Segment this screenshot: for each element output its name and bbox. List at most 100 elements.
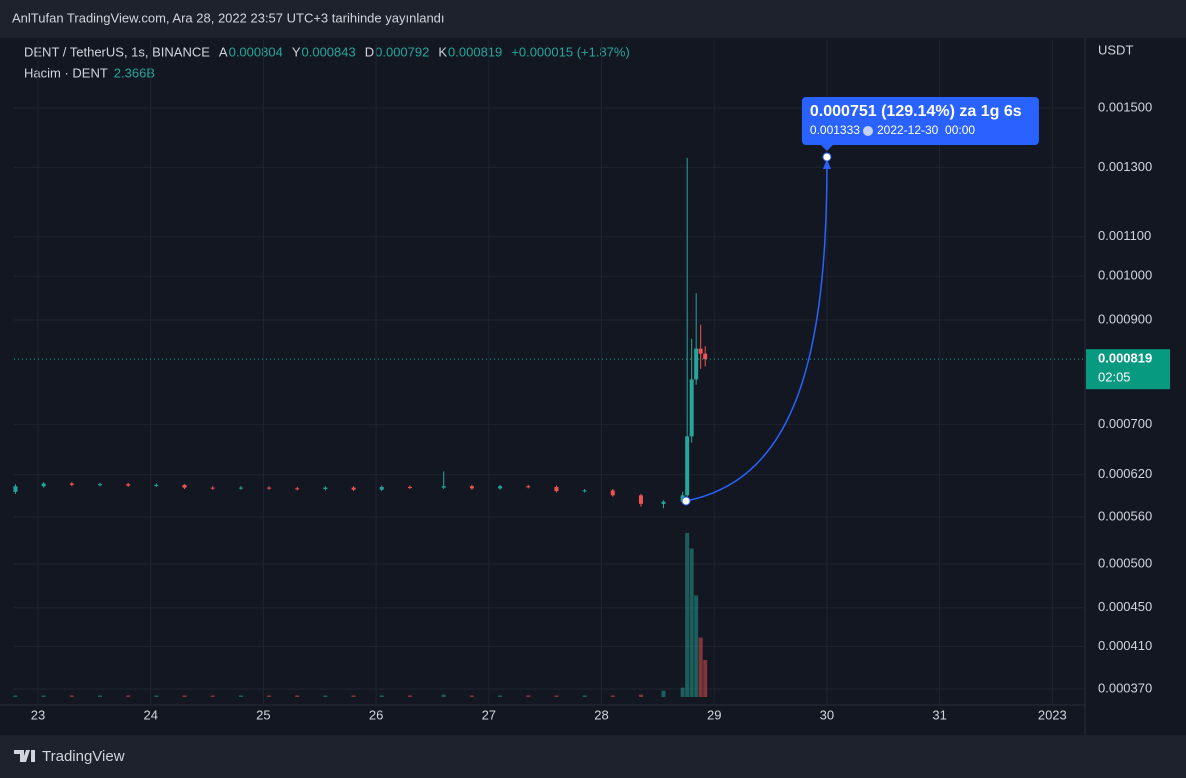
legend: DENT / TetherUS, 1s, BINANCE A 0.000804 Y 0.… <box>24 44 630 80</box>
y-tick-label: 0.000700 <box>1098 416 1152 431</box>
clock-icon <box>862 125 873 136</box>
x-tick-label: 30 <box>820 707 834 722</box>
candle-body <box>323 487 328 490</box>
y-tick-label: 0.001000 <box>1098 268 1152 283</box>
volume-bar <box>210 695 215 697</box>
candle-body <box>498 486 503 489</box>
legend-item: Y <box>292 44 301 59</box>
volume-bar <box>407 695 412 697</box>
candle-body <box>694 348 699 380</box>
grid <box>14 40 1085 705</box>
y-tick-label: 0.000410 <box>1098 638 1152 653</box>
axes: 0.001500 0.001300 0.001100 0.001000 0.000900… <box>31 99 1170 722</box>
candle-body <box>610 490 615 496</box>
volume-bar <box>379 695 384 697</box>
brand: TradingView <box>42 748 125 765</box>
projection-price: 0.001333 <box>810 123 860 137</box>
volume-bar <box>267 695 272 697</box>
volume-bar <box>238 695 243 697</box>
last-price-box <box>1086 349 1170 390</box>
candle-body <box>210 487 215 489</box>
x-tick-label: 2023 <box>1038 707 1067 722</box>
legend-item: D <box>365 44 374 59</box>
candle-body <box>69 483 74 485</box>
x-tick-label: 28 <box>594 707 608 722</box>
candle-body <box>182 484 187 488</box>
volume-bar <box>126 695 131 697</box>
projection-date: 2022-12-30 00:00 <box>877 123 975 137</box>
candle-body <box>126 484 131 486</box>
legend-item: 0.000819 <box>448 44 502 59</box>
volume-bar <box>661 690 666 697</box>
volume-label: Hacim · DENT <box>24 65 108 80</box>
y-tick-label: 0.001100 <box>1098 228 1151 243</box>
candle-body <box>469 486 474 489</box>
candle-body <box>13 486 18 492</box>
candle-body <box>698 348 703 354</box>
volume-bar <box>680 687 685 697</box>
candle-body <box>97 484 102 486</box>
legend-item: +0.000015 (+1.87%) <box>511 44 630 59</box>
y-tick-label: 0.000900 <box>1098 311 1152 326</box>
volume-bar <box>13 695 18 697</box>
legend-item: 0.000843 <box>302 44 356 59</box>
volume-bar <box>526 695 531 697</box>
candle-body <box>154 484 159 486</box>
candle-body <box>638 495 643 504</box>
x-tick-label: 25 <box>256 707 270 722</box>
logo: TradingView <box>14 748 125 765</box>
x-tick-label: 26 <box>369 707 383 722</box>
volume-bar <box>498 695 503 697</box>
projection-pointer <box>820 144 833 151</box>
candle-body <box>441 486 446 488</box>
logo-icon <box>14 750 35 762</box>
currency: USDT <box>1098 42 1133 57</box>
plot: 0.000751 (129.14%) za 1g 6s 0.001333 2022-… <box>13 96 1085 509</box>
countdown: 02:05 <box>1098 370 1131 385</box>
candle-body <box>351 487 356 490</box>
candle-body <box>582 490 587 492</box>
projection-arrow <box>822 158 831 169</box>
legend-item: K <box>438 44 447 59</box>
volume-bar <box>610 695 615 697</box>
candle-body <box>295 488 300 490</box>
candle-body <box>41 483 46 487</box>
y-tick-label: 0.001300 <box>1098 159 1152 174</box>
projection-start <box>681 496 691 506</box>
projection-end <box>822 152 832 162</box>
legend-item: A <box>219 44 228 59</box>
legend-item: 0.000792 <box>375 44 429 59</box>
volume-bar <box>694 595 699 697</box>
volume-bar <box>698 637 703 697</box>
y-tick-label: 0.000500 <box>1098 555 1152 570</box>
x-tick-label: 23 <box>31 707 45 722</box>
candle-body <box>703 353 708 360</box>
volume-bar <box>685 532 690 697</box>
volume-bar <box>441 694 446 697</box>
y-tick-label: 0.000560 <box>1098 508 1152 523</box>
legend-item: DENT / TetherUS, 1s, BINANCE <box>24 44 210 59</box>
header-bar <box>0 0 1186 38</box>
candle-body <box>554 486 559 492</box>
volume-bar <box>69 695 74 697</box>
projection-box <box>801 96 1039 145</box>
volume-bar <box>582 695 587 697</box>
footer-bar <box>0 735 1186 778</box>
volume-bar <box>295 695 300 697</box>
volume-bar <box>182 695 187 697</box>
y-tick-label: 0.000370 <box>1098 680 1152 695</box>
candle-body <box>379 486 384 490</box>
volume-bar <box>638 694 643 697</box>
last-price-label: 0.000819 <box>1098 351 1152 366</box>
projection-curve <box>685 164 828 502</box>
volume-pane <box>13 532 708 697</box>
candle-body <box>685 436 690 496</box>
volume-bar <box>703 660 708 697</box>
volume-bar <box>154 695 159 697</box>
volume-bar <box>689 548 694 697</box>
y-tick-label: 0.001500 <box>1098 99 1152 114</box>
candle-body <box>407 486 412 488</box>
volume-bar <box>41 695 46 697</box>
volume-bar <box>469 695 474 697</box>
